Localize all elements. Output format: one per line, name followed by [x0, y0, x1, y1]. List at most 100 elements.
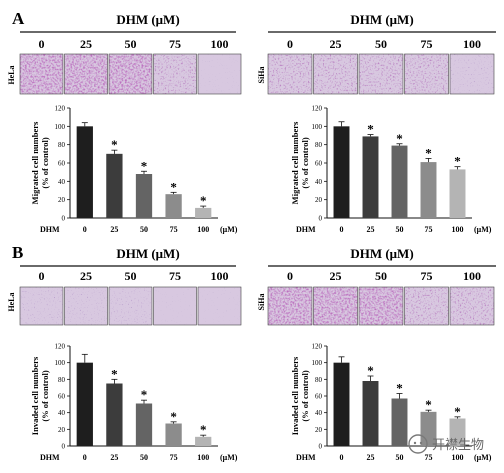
y-axis-label-unit-b-hela: (% of control) [40, 370, 50, 421]
significance-mark-b-hela-50: * [141, 387, 148, 402]
watermark-text: 开襟生物 [432, 438, 484, 453]
micrograph-frame-b-left-50 [108, 286, 153, 326]
micrograph-frame-a-left-0 [19, 53, 64, 95]
dose-label-a-right-75: 75 [421, 37, 433, 51]
micrograph-frame-b-left-100 [197, 286, 242, 326]
bar-b-hela-0 [76, 362, 93, 446]
significance-mark-a-hela-75: * [170, 179, 177, 194]
y-tick-label-b-siha-60: 60 [315, 393, 323, 401]
bar-a-hela-100 [195, 207, 212, 218]
wechat-logo-icon [408, 434, 428, 454]
micrograph-frame-a-left-100 [197, 53, 242, 95]
cell-line-label-a-right: SiHa [257, 67, 266, 84]
y-tick-label-b-siha-100: 100 [312, 359, 323, 367]
micrograph-frame-a-left-75 [153, 53, 197, 95]
x-tick-label-a-hela-50: 50 [140, 225, 148, 234]
x-tick-label-a-siha-25: 25 [367, 225, 375, 234]
x-tick-label-a-siha-100: 100 [452, 225, 464, 234]
x-axis-prefix-a-siha: DHM [296, 225, 316, 234]
generated-content: 0 25 50 75 100 0 25 50 75 100 0 25 50 75 100 0 25 50 75 100… [19, 37, 495, 462]
y-axis-label-unit-a-hela: (% of control) [40, 137, 50, 188]
micrograph-a-right-0 [268, 54, 312, 94]
significance-mark-b-hela-100: * [200, 422, 207, 437]
dose-label-a-right-100: 100 [463, 37, 481, 51]
dose-label-b-right-100: 100 [463, 269, 481, 283]
bar-a-siha-25 [362, 136, 379, 218]
x-axis-prefix-b-siha: DHM [296, 453, 316, 462]
x-tick-label-a-hela-75: 75 [170, 225, 178, 234]
micrograph-frame-a-right-75 [404, 53, 449, 95]
x-tick-label-a-siha-0: 0 [340, 225, 344, 234]
bar-a-hela-0 [76, 126, 93, 218]
micrograph-frame-b-left-25 [64, 286, 108, 326]
y-tick-label-a-siha-80: 80 [315, 141, 323, 149]
x-tick-label-b-hela-25: 25 [110, 453, 118, 462]
dose-label-b-right-50: 50 [375, 269, 387, 283]
micrograph-a-left-25 [64, 54, 108, 94]
dose-header-a-right: DHM (μM) [350, 12, 413, 27]
bar-a-siha-50 [391, 145, 408, 218]
significance-mark-b-siha-100: * [454, 404, 461, 419]
bar-a-hela-25 [106, 153, 123, 218]
y-tick-label-a-siha-20: 20 [315, 196, 323, 204]
x-tick-label-b-hela-75: 75 [170, 453, 178, 462]
x-axis-prefix-b-hela: DHM [40, 453, 60, 462]
y-axis-label-b-siha: Invaded cell numbers [290, 356, 300, 435]
dose-label-a-right-0: 0 [287, 37, 293, 51]
significance-mark-b-hela-75: * [170, 409, 177, 424]
dose-header-b-right: DHM (μM) [350, 246, 413, 261]
micrograph-frame-a-right-100 [449, 53, 495, 95]
x-tick-label-b-siha-0: 0 [340, 453, 344, 462]
dose-label-b-left-25: 25 [80, 269, 92, 283]
dose-label-b-left-50: 50 [125, 269, 137, 283]
dose-header-b-left: DHM (μM) [116, 246, 179, 261]
significance-mark-a-siha-100: * [454, 154, 461, 169]
bar-a-siha-100 [449, 169, 466, 218]
micrograph-frame-b-right-50 [358, 286, 404, 326]
x-axis-unit-a-siha: (μM) [474, 225, 492, 234]
x-tick-label-b-siha-25: 25 [367, 453, 375, 462]
micrograph-a-right-75 [404, 54, 449, 94]
significance-mark-b-siha-75: * [425, 397, 432, 412]
x-axis-prefix-a-hela: DHM [40, 225, 60, 234]
x-tick-label-b-siha-100: 100 [452, 453, 464, 462]
dose-label-a-right-25: 25 [330, 37, 342, 51]
y-axis-label-unit-a-siha: (% of control) [300, 137, 310, 188]
micrograph-frame-a-left-50 [108, 53, 153, 95]
y-axis-label-a-siha: Migrated cell numbers [290, 121, 300, 204]
x-axis-unit-b-siha: (μM) [474, 453, 492, 462]
micrograph-a-left-75 [153, 54, 197, 94]
dose-label-a-left-50: 50 [125, 37, 137, 51]
y-tick-label-b-siha-0: 0 [319, 443, 323, 451]
y-tick-label-a-hela-120: 120 [55, 105, 66, 113]
significance-mark-b-hela-25: * [111, 366, 118, 381]
y-tick-label-a-hela-40: 40 [58, 178, 66, 186]
significance-mark-a-siha-75: * [425, 145, 432, 160]
micrograph-b-right-50 [359, 287, 403, 325]
y-tick-label-a-siha-60: 60 [315, 160, 323, 168]
dose-label-b-left-0: 0 [39, 269, 45, 283]
y-tick-label-a-siha-40: 40 [315, 178, 323, 186]
x-tick-label-a-siha-75: 75 [425, 225, 433, 234]
x-tick-label-a-hela-100: 100 [197, 225, 209, 234]
micrograph-frame-b-right-100 [449, 286, 495, 326]
y-tick-label-a-siha-100: 100 [312, 123, 323, 131]
y-tick-label-b-siha-20: 20 [315, 426, 323, 434]
x-tick-label-b-siha-75: 75 [425, 453, 433, 462]
dose-header-a-left: DHM (μM) [116, 12, 179, 27]
dose-label-b-right-75: 75 [421, 269, 433, 283]
cell-line-label-b-left: HeLa [7, 292, 16, 311]
micrograph-frame-a-right-25 [313, 53, 358, 95]
x-tick-label-a-hela-0: 0 [83, 225, 87, 234]
y-tick-label-b-siha-120: 120 [312, 343, 323, 351]
bar-b-hela-25 [106, 383, 123, 446]
y-tick-label-b-hela-100: 100 [55, 359, 66, 367]
micrograph-frame-b-right-75 [404, 286, 449, 326]
significance-mark-a-hela-50: * [141, 158, 148, 173]
y-tick-label-a-hela-100: 100 [55, 123, 66, 131]
significance-mark-b-siha-25: * [367, 363, 374, 378]
significance-mark-a-siha-25: * [367, 122, 374, 137]
dose-label-b-right-0: 0 [287, 269, 293, 283]
bar-b-hela-100 [195, 436, 212, 446]
micrograph-b-left-0 [20, 287, 63, 325]
